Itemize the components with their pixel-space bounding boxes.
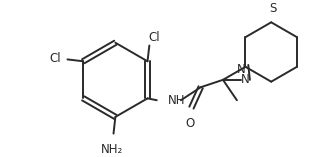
Text: S: S [269,2,277,15]
Text: N: N [236,63,245,76]
Text: Cl: Cl [49,52,61,65]
Text: NH: NH [168,94,185,107]
Text: Cl: Cl [148,31,160,44]
Text: N: N [241,73,249,86]
Text: O: O [185,117,194,130]
Text: NH₂: NH₂ [100,143,123,156]
